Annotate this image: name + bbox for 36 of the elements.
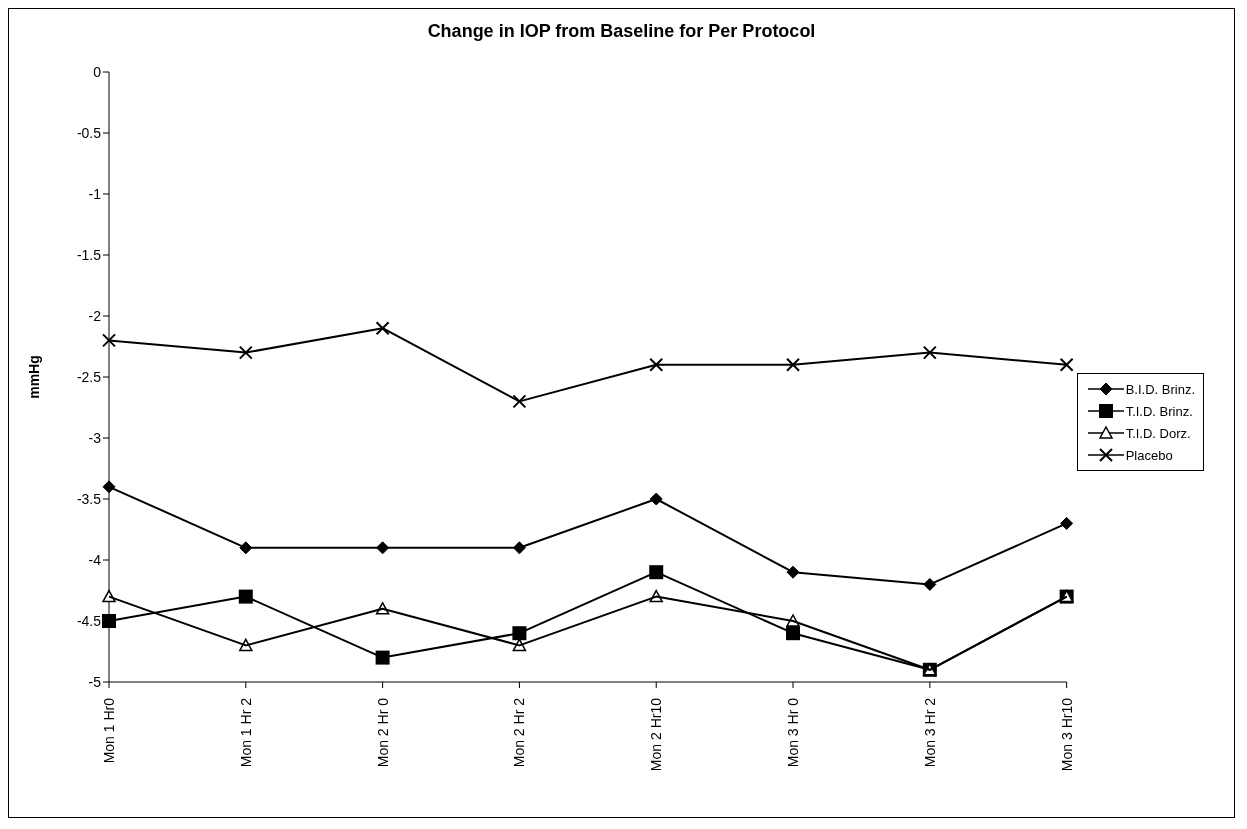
point (238, 345, 253, 360)
y-tick-label: 0 (93, 63, 102, 80)
x-tick-label: Mon 1 Hr 2 (237, 697, 254, 768)
y-tick-label: -1.5 (76, 246, 102, 263)
y-axis-title: mmHg (25, 355, 42, 399)
point (922, 345, 937, 360)
y-tick-label: -1 (88, 185, 102, 202)
y-tick-label: -0.5 (76, 124, 102, 141)
legend-label: Placebo (1125, 447, 1173, 463)
x-tick-label: Mon 3 Hr 0 (785, 697, 802, 768)
legend-label: B.I.D. Brinz. (1125, 381, 1195, 397)
point (102, 333, 116, 348)
legend-label: T.I.D. Brinz. (1125, 403, 1193, 419)
y-tick-label: -2 (88, 307, 102, 324)
point (512, 394, 527, 409)
point (786, 357, 801, 372)
legend-label: T.I.D. Dorz. (1125, 425, 1191, 441)
point (649, 357, 664, 372)
point (102, 614, 116, 628)
y-tick-label: -3.5 (76, 490, 102, 507)
point (102, 480, 116, 494)
x-tick-label: Mon 2 Hr10 (648, 697, 665, 772)
y-tick-label: -5 (88, 673, 102, 690)
x-tick-label: Mon 3 Hr 2 (921, 697, 938, 768)
y-tick-label: -2.5 (76, 368, 102, 385)
chart-title: Change in IOP from Baseline for Per Protocol (426, 21, 817, 42)
x-tick-label: Mon 1 Hr0 (101, 697, 117, 764)
y-tick-label: -4 (88, 551, 102, 568)
point (1059, 357, 1074, 372)
x-tick-label: Mon 2 Hr 0 (374, 697, 391, 768)
point (1060, 516, 1074, 530)
x-tick-label: Mon 3 Hr10 (1058, 697, 1075, 772)
y-tick-label: -3 (88, 429, 102, 446)
x-tick-label: Mon 2 Hr 2 (511, 697, 528, 768)
point (375, 321, 390, 336)
y-tick-label: -4.5 (76, 612, 102, 629)
